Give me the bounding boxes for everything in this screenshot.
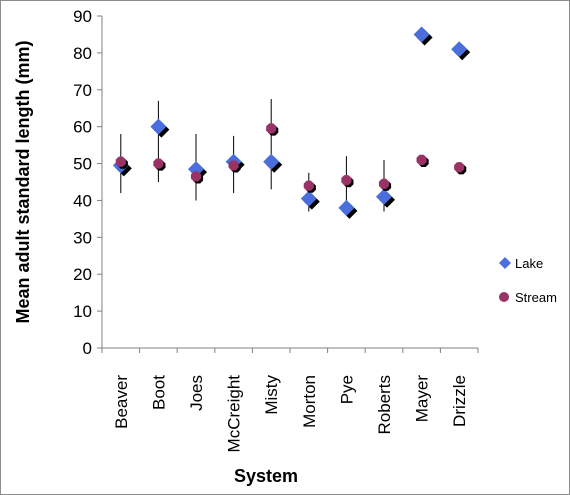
point-stream bbox=[115, 156, 128, 169]
y-tick-label: 0 bbox=[83, 339, 92, 358]
point-stream bbox=[341, 175, 354, 188]
marker-fill bbox=[266, 123, 277, 134]
legend-marker-stream bbox=[499, 292, 509, 302]
point-stream bbox=[190, 171, 204, 184]
point-lake bbox=[413, 26, 433, 46]
y-tick-label: 40 bbox=[73, 191, 92, 210]
marker-fill bbox=[341, 175, 352, 186]
marker-fill bbox=[115, 156, 126, 167]
y-tick-labels: 0 10 20 30 40 50 60 70 80 90 bbox=[73, 7, 102, 358]
point-lake bbox=[338, 199, 358, 219]
x-tick-label: Morton bbox=[300, 375, 319, 428]
y-tick-label: 80 bbox=[73, 44, 92, 63]
marker-fill bbox=[188, 161, 204, 178]
marker-fill bbox=[153, 158, 164, 169]
x-tick-label: Boot bbox=[149, 375, 168, 410]
point-lake bbox=[150, 118, 170, 138]
marker-fill bbox=[451, 41, 468, 58]
point-stream bbox=[454, 162, 467, 175]
x-tick-label: McCreight bbox=[225, 375, 244, 453]
legend-label-lake: Lake bbox=[515, 256, 543, 271]
point-stream bbox=[416, 154, 429, 167]
y-tick-label: 10 bbox=[73, 302, 92, 321]
y-tick-label: 20 bbox=[73, 265, 92, 284]
y-tick-label: 50 bbox=[73, 155, 92, 174]
x-tick-label: Joes bbox=[187, 375, 206, 411]
marker-fill bbox=[378, 178, 390, 189]
legend: Lake Stream bbox=[499, 256, 557, 305]
marker-fill bbox=[190, 171, 202, 182]
marker-fill bbox=[338, 199, 355, 216]
y-tick-label: 90 bbox=[73, 7, 92, 26]
error-bars bbox=[120, 99, 385, 212]
x-tick-label: Misty bbox=[262, 375, 281, 415]
legend-marker-lake bbox=[499, 257, 511, 269]
marker-fill bbox=[454, 162, 465, 173]
y-tick-label: 70 bbox=[73, 81, 92, 100]
y-axis-title: Mean adult standard length (mm) bbox=[13, 40, 33, 323]
point-lake bbox=[300, 190, 320, 210]
point-lake bbox=[376, 188, 395, 208]
axis-titles: Mean adult standard length (mm) System bbox=[13, 40, 298, 486]
point-stream bbox=[303, 180, 316, 193]
point-stream bbox=[266, 123, 279, 136]
x-tick-label: Beaver bbox=[112, 375, 131, 429]
point-lake bbox=[263, 153, 283, 173]
legend-circle bbox=[499, 292, 509, 302]
data-points bbox=[112, 26, 471, 219]
legend-label-stream: Stream bbox=[515, 290, 557, 305]
marker-fill bbox=[228, 160, 239, 171]
point-stream bbox=[378, 178, 392, 191]
point-lake bbox=[451, 41, 471, 61]
marker-fill bbox=[413, 26, 430, 43]
legend-diamond bbox=[499, 257, 511, 269]
x-tick-label: Pye bbox=[337, 375, 356, 404]
marker-fill bbox=[150, 118, 167, 135]
y-tick-label: 60 bbox=[73, 118, 92, 137]
marker-fill bbox=[416, 154, 427, 165]
x-tick-label: Mayer bbox=[413, 375, 432, 423]
point-stream bbox=[228, 160, 241, 173]
x-tick-labels: Beaver Boot Joes McCreight Misty Morton Pye Rob… bbox=[101, 348, 479, 453]
marker-fill bbox=[303, 180, 314, 191]
point-stream bbox=[153, 158, 166, 171]
marker-fill bbox=[376, 188, 392, 205]
marker-fill bbox=[263, 153, 280, 170]
x-tick-label: Roberts bbox=[375, 375, 394, 435]
marker-fill bbox=[300, 190, 317, 207]
x-tick-label: Drizzle bbox=[450, 375, 469, 427]
x-axis-title: System bbox=[234, 466, 298, 486]
y-tick-label: 30 bbox=[73, 228, 92, 247]
